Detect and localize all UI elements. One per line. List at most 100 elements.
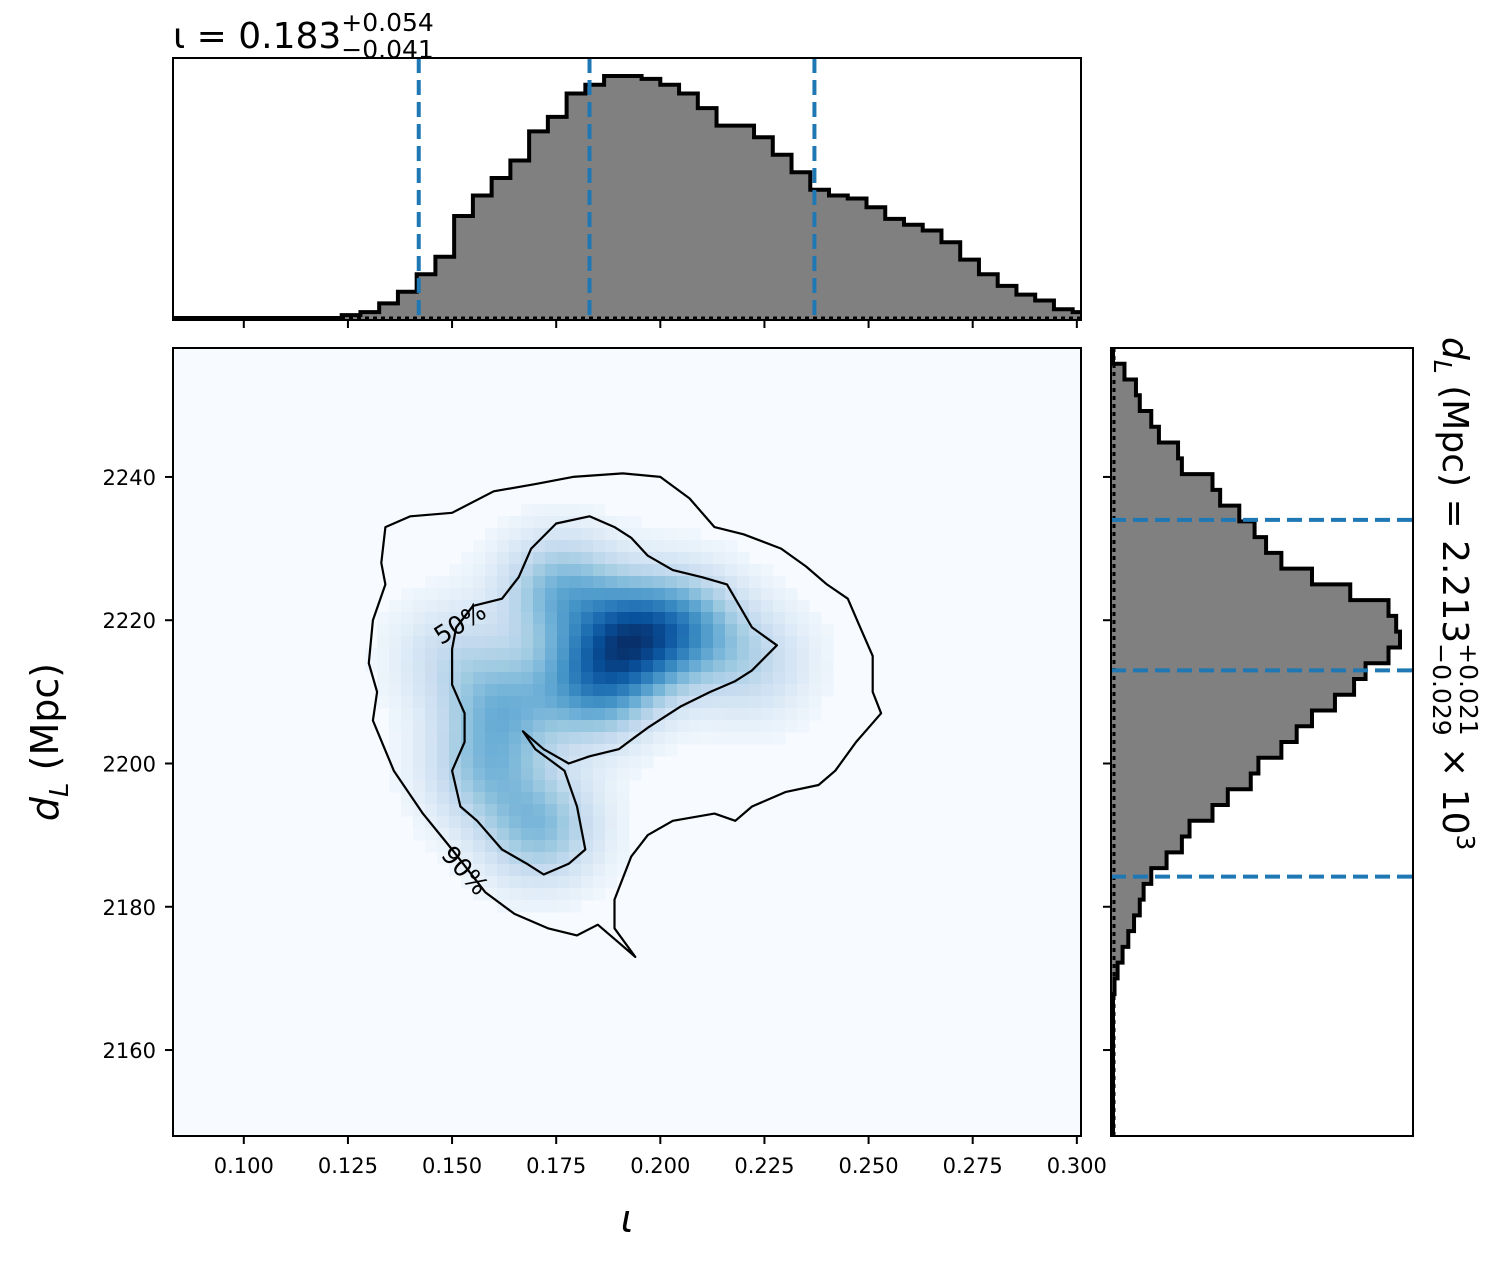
- density-cell: [785, 636, 798, 649]
- density-cell: [629, 660, 642, 673]
- density-cell: [689, 732, 702, 745]
- density-cell: [605, 696, 618, 709]
- density-cell: [389, 720, 402, 733]
- density-cell: [377, 648, 390, 661]
- density-cell: [557, 540, 570, 553]
- density-cell: [593, 828, 606, 841]
- density-cell: [449, 744, 462, 757]
- density-cell: [437, 576, 450, 589]
- density-cell: [809, 636, 822, 649]
- dL-hist-bar: [1111, 678, 1355, 696]
- density-cell: [461, 816, 474, 829]
- density-cell: [461, 660, 474, 673]
- density-cell: [545, 672, 558, 685]
- density-cell: [797, 624, 810, 637]
- density-cell: [677, 540, 690, 553]
- density-cell: [473, 768, 486, 781]
- density-cell: [473, 864, 486, 877]
- density-cell: [605, 756, 618, 769]
- density-cell: [365, 648, 378, 661]
- density-cell: [689, 696, 702, 709]
- density-cell: [569, 588, 582, 601]
- density-cell: [761, 660, 774, 673]
- density-cell: [641, 540, 654, 553]
- density-cell: [401, 756, 414, 769]
- density-cell: [425, 828, 438, 841]
- dL-hist-bar: [1111, 710, 1312, 727]
- density-cell: [689, 588, 702, 601]
- density-cell: [473, 840, 486, 853]
- density-cell: [497, 564, 510, 577]
- density-cell: [473, 648, 486, 661]
- density-cell: [605, 648, 618, 661]
- density-cell: [605, 636, 618, 649]
- dL-hist-bar: [1111, 852, 1167, 869]
- density-cell: [521, 576, 534, 589]
- y-axis-title-d: d: [23, 796, 67, 821]
- density-cell: [557, 780, 570, 793]
- density-cell: [617, 516, 630, 529]
- dL-hist-bar: [1111, 631, 1400, 649]
- density-cell: [545, 588, 558, 601]
- density-cell: [557, 900, 570, 913]
- density-cell: [533, 612, 546, 625]
- density-cell: [713, 552, 726, 565]
- density-cell: [401, 636, 414, 649]
- density-cell: [425, 672, 438, 685]
- density-cell: [581, 540, 594, 553]
- density-cell: [449, 564, 462, 577]
- density-cell: [473, 756, 486, 769]
- density-cell: [629, 552, 642, 565]
- density-cell: [437, 732, 450, 745]
- density-cell: [689, 576, 702, 589]
- density-cell: [569, 564, 582, 577]
- density-cell: [617, 756, 630, 769]
- density-cell: [473, 708, 486, 721]
- density-cell: [509, 768, 522, 781]
- density-cell: [557, 588, 570, 601]
- density-cell: [677, 732, 690, 745]
- iota-hist-bar: [885, 218, 905, 320]
- density-cell: [437, 684, 450, 697]
- density-cell: [509, 660, 522, 673]
- density-cell: [533, 528, 546, 541]
- density-cell: [425, 744, 438, 757]
- density-cell: [713, 660, 726, 673]
- density-cell: [689, 564, 702, 577]
- density-cell: [485, 888, 498, 901]
- density-cell: [533, 888, 546, 901]
- density-cell: [581, 864, 594, 877]
- density-cell: [485, 696, 498, 709]
- density-cell: [785, 696, 798, 709]
- density-cell: [737, 624, 750, 637]
- contour-50pct: [451, 515, 779, 876]
- density-cell: [521, 636, 534, 649]
- density-cell: [485, 744, 498, 757]
- density-cell: [533, 648, 546, 661]
- density-cell: [509, 828, 522, 841]
- x-tick-label: 0.200: [630, 1154, 690, 1178]
- density-cell: [449, 588, 462, 601]
- density-cell: [389, 600, 402, 613]
- density-cell: [521, 648, 534, 661]
- density-cell: [641, 696, 654, 709]
- dL-hist-bar: [1111, 805, 1213, 822]
- density-cell: [713, 588, 726, 601]
- density-cell: [749, 576, 762, 589]
- iota-title-main: ι = 0.183: [173, 16, 341, 57]
- density-cell: [677, 576, 690, 589]
- density-cell: [485, 828, 498, 841]
- density-cell: [497, 528, 510, 541]
- density-cell: [545, 648, 558, 661]
- density-cell: [593, 624, 606, 637]
- dL-hist-bar: [1111, 694, 1335, 712]
- density-cell: [569, 528, 582, 541]
- density-cell: [689, 708, 702, 721]
- density-cell: [497, 888, 510, 901]
- density-cell: [725, 660, 738, 673]
- dL-hist-bar: [1111, 411, 1152, 428]
- density-cell: [773, 648, 786, 661]
- iota-hist-bar: [754, 137, 774, 320]
- density-cell: [473, 564, 486, 577]
